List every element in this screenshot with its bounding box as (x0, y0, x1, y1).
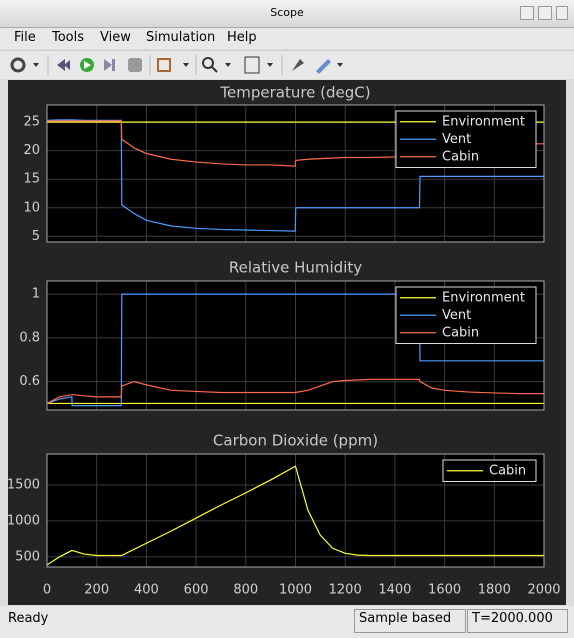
legend-label: Vent (442, 308, 471, 323)
series-line (46, 378, 544, 404)
settings-button[interactable] (10, 57, 26, 73)
menu-item[interactable]: View (100, 30, 131, 45)
step-back-button[interactable] (57, 59, 70, 71)
zoom-button[interactable] (202, 57, 214, 69)
y-tick-label: 25 (23, 115, 40, 130)
signal-button[interactable] (157, 58, 171, 72)
status-time: T=2000.000 (472, 611, 553, 626)
plot-title: Carbon Dioxide (ppm) (213, 432, 378, 450)
legend-label: Cabin (489, 463, 526, 478)
series-line (46, 293, 544, 407)
status-mode: Sample based (359, 611, 452, 626)
dropdown-arrow[interactable] (337, 63, 343, 67)
status-cell (354, 609, 466, 633)
run-icon (84, 61, 91, 69)
highlight-button[interactable] (292, 59, 304, 71)
menu-item[interactable]: Tools (52, 30, 85, 45)
minimize-button[interactable] (520, 6, 534, 20)
x-tick-label: 1600 (428, 583, 461, 598)
plot-border (46, 104, 545, 243)
status-cell (467, 609, 568, 633)
x-tick-label: 1200 (329, 583, 362, 598)
legend-label: Cabin (442, 325, 479, 340)
menu-bar: File Tools View Simulation Help (0, 28, 574, 49)
x-tick-label: 2000 (527, 583, 560, 598)
y-tick-label: 20 (23, 143, 40, 158)
toolbar (0, 50, 574, 79)
x-tick-label: 600 (184, 583, 209, 598)
legend-box (442, 459, 537, 482)
dropdown-arrow[interactable] (183, 63, 189, 67)
autoscale-button[interactable] (244, 56, 260, 74)
x-tick-label: 400 (134, 583, 159, 598)
legend-label: Environment (442, 290, 525, 305)
series-line (46, 465, 544, 566)
y-tick-label: 1 (32, 287, 40, 302)
menu-item[interactable]: Simulation (146, 30, 216, 45)
status-bar: Ready Sample based T=2000.000 (0, 606, 574, 638)
plot-border (46, 280, 545, 411)
menu-item[interactable]: Help (227, 30, 257, 45)
x-tick-label: 1800 (478, 583, 511, 598)
plot-border (46, 453, 545, 568)
plot-title: Relative Humidity (229, 259, 362, 277)
y-tick-label: 10 (23, 200, 40, 215)
y-tick-label: 1500 (7, 477, 40, 492)
legend-label: Environment (442, 114, 525, 129)
stop-button[interactable] (128, 58, 142, 72)
y-tick-label: 15 (23, 172, 40, 187)
dropdown-arrow[interactable] (33, 63, 39, 67)
x-tick-label: 0 (43, 583, 51, 598)
menu-item[interactable]: File (14, 30, 36, 45)
x-tick-label: 1400 (378, 583, 411, 598)
x-tick-label: 1000 (279, 583, 312, 598)
toolbar-icons (10, 55, 343, 75)
plot-title: Temperature (degC) (219, 84, 370, 102)
y-tick-label: 0.8 (19, 330, 40, 345)
window-title: Scope (270, 6, 304, 19)
dropdown-arrow[interactable] (225, 63, 231, 67)
y-tick-label: 500 (15, 549, 40, 564)
maximize-button[interactable] (538, 6, 552, 20)
x-tick-label: 200 (84, 583, 109, 598)
y-tick-label: 5 (32, 229, 40, 244)
title-bar: Scope (0, 0, 574, 28)
y-tick-label: 0.6 (19, 374, 40, 389)
zoom-handle (211, 66, 218, 73)
status-message: Ready (8, 611, 49, 626)
close-button[interactable] (556, 6, 568, 20)
y-tick-label: 1000 (7, 513, 40, 528)
x-tick-label: 800 (233, 583, 258, 598)
legend-label: Cabin (442, 149, 479, 164)
step-forward-button[interactable] (104, 59, 115, 71)
style-button[interactable] (316, 59, 331, 74)
dropdown-arrow[interactable] (267, 63, 273, 67)
legend-label: Vent (442, 132, 471, 147)
